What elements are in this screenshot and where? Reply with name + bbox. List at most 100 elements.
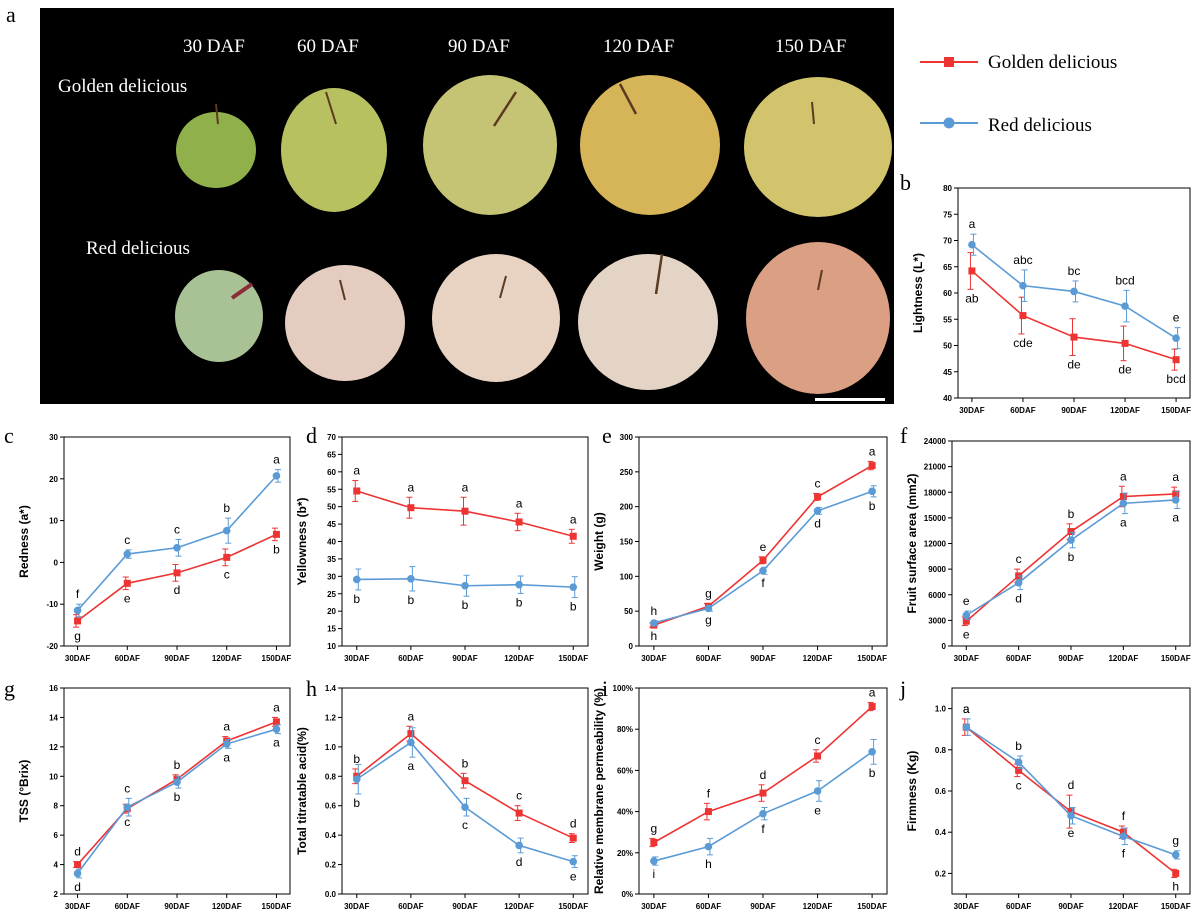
data-point-red	[1067, 536, 1075, 544]
significance-letter: a	[963, 702, 970, 716]
data-point-golden	[1015, 766, 1023, 774]
x-tick-label: 30DAF	[641, 902, 666, 911]
stage-label-60: 60 DAF	[297, 36, 359, 57]
x-tick-label: 60DAF	[115, 902, 140, 911]
stage-label-120: 120 DAF	[603, 36, 674, 57]
x-tick-label: 120DAF	[803, 654, 833, 663]
y-tick-label: 0%	[621, 890, 633, 899]
data-point-red	[461, 581, 469, 590]
y-axis-label: Total titratable acid(%)	[295, 727, 309, 855]
significance-letter: b	[408, 593, 415, 607]
golden-apple-90	[423, 75, 557, 215]
x-tick-label: 120DAF	[504, 902, 534, 911]
significance-letter: bc	[1068, 264, 1081, 278]
data-point-red	[569, 857, 578, 866]
data-point-golden	[74, 861, 82, 869]
x-tick-label: 60DAF	[115, 654, 140, 663]
y-tick-label: 0.6	[935, 787, 947, 796]
significance-letter: d	[516, 855, 523, 869]
data-point-red	[352, 575, 361, 584]
x-tick-label: 150DAF	[558, 654, 588, 663]
data-point-red	[704, 842, 713, 851]
panel-letter-g: g	[4, 676, 15, 701]
golden-apple-60	[281, 88, 387, 212]
data-point-golden	[223, 553, 231, 561]
y-tick-label: 300	[620, 433, 634, 442]
y-tick-label: 4	[54, 861, 59, 870]
y-tick-label: 60	[327, 468, 336, 477]
y-tick-label: 20%	[617, 849, 633, 858]
significance-letter: b	[223, 501, 230, 515]
significance-letter: c	[124, 533, 130, 547]
stage-label-90: 90 DAF	[448, 36, 510, 57]
golden-apple-120	[580, 75, 720, 215]
significance-letter: c	[224, 568, 230, 582]
x-tick-label: 150DAF	[558, 902, 588, 911]
significance-letter: a	[869, 685, 876, 699]
y-tick-label: 12000	[924, 540, 947, 549]
data-point-red	[968, 240, 976, 249]
data-point-red	[1121, 302, 1129, 310]
significance-letter: g	[705, 587, 712, 601]
y-tick-label: 24000	[924, 437, 947, 446]
data-point-red	[272, 472, 281, 480]
data-point-golden	[1119, 493, 1127, 501]
significance-letter: a	[1120, 469, 1127, 483]
x-tick-label: 30DAF	[65, 902, 90, 911]
x-tick-label: 120DAF	[1108, 654, 1138, 663]
significance-letter: a	[516, 496, 523, 510]
y-tick-label: 50	[943, 342, 952, 351]
data-point-red	[813, 787, 822, 795]
y-tick-label: 100%	[613, 684, 633, 693]
data-point-red	[1119, 832, 1128, 841]
y-tick-label: 100	[620, 572, 634, 581]
data-point-golden	[74, 617, 82, 625]
golden-apples-row	[176, 75, 892, 217]
significance-letter: c	[174, 522, 180, 536]
legend-red-marker	[943, 117, 955, 129]
y-tick-label: 40%	[617, 808, 633, 817]
panel-letter-b: b	[900, 170, 911, 195]
data-point-red	[73, 606, 82, 615]
x-tick-label: 60DAF	[1010, 406, 1035, 415]
significance-letter: f	[761, 576, 765, 590]
x-tick-label: 30DAF	[959, 406, 984, 415]
panel-letter-e: e	[602, 423, 612, 448]
y-tick-label: 80%	[617, 725, 633, 734]
plot-frame	[63, 436, 291, 647]
red-apple-120	[578, 254, 718, 390]
significance-letter: a	[1120, 516, 1127, 530]
red-apple-60	[285, 265, 405, 381]
significance-letter: b	[1015, 739, 1022, 753]
y-tick-label: 30	[327, 572, 336, 581]
data-point-red	[868, 748, 876, 756]
significance-letter: e	[963, 594, 970, 608]
data-point-golden	[868, 462, 876, 470]
significance-letter: c	[124, 815, 130, 829]
data-point-golden	[1172, 869, 1180, 877]
y-tick-label: 30	[49, 433, 58, 442]
scale-bar	[815, 398, 885, 401]
y-tick-label: 0	[54, 558, 59, 567]
significance-letter: b	[353, 796, 360, 810]
y-tick-label: 60%	[617, 766, 633, 775]
significance-letter: d	[174, 583, 181, 597]
y-tick-label: 250	[620, 468, 634, 477]
significance-letter: a	[353, 464, 360, 478]
y-tick-label: 200	[620, 503, 634, 512]
data-point-golden	[1067, 808, 1075, 816]
significance-letter: b	[462, 598, 469, 612]
x-tick-label: 150DAF	[1161, 902, 1191, 911]
x-tick-label: 60DAF	[696, 902, 721, 911]
data-point-red	[962, 611, 971, 620]
x-tick-label: 30DAF	[954, 654, 979, 663]
significance-letter: ab	[965, 291, 979, 305]
y-axis-label: Redness (a*)	[17, 505, 31, 578]
significance-letter: e	[1068, 826, 1075, 840]
significance-letter: a	[462, 480, 469, 494]
data-point-golden	[1019, 312, 1027, 320]
panel-letter-i: i	[602, 676, 608, 701]
significance-letter: a	[408, 759, 415, 773]
data-point-red	[515, 580, 523, 589]
x-tick-label: 90DAF	[1058, 902, 1083, 911]
